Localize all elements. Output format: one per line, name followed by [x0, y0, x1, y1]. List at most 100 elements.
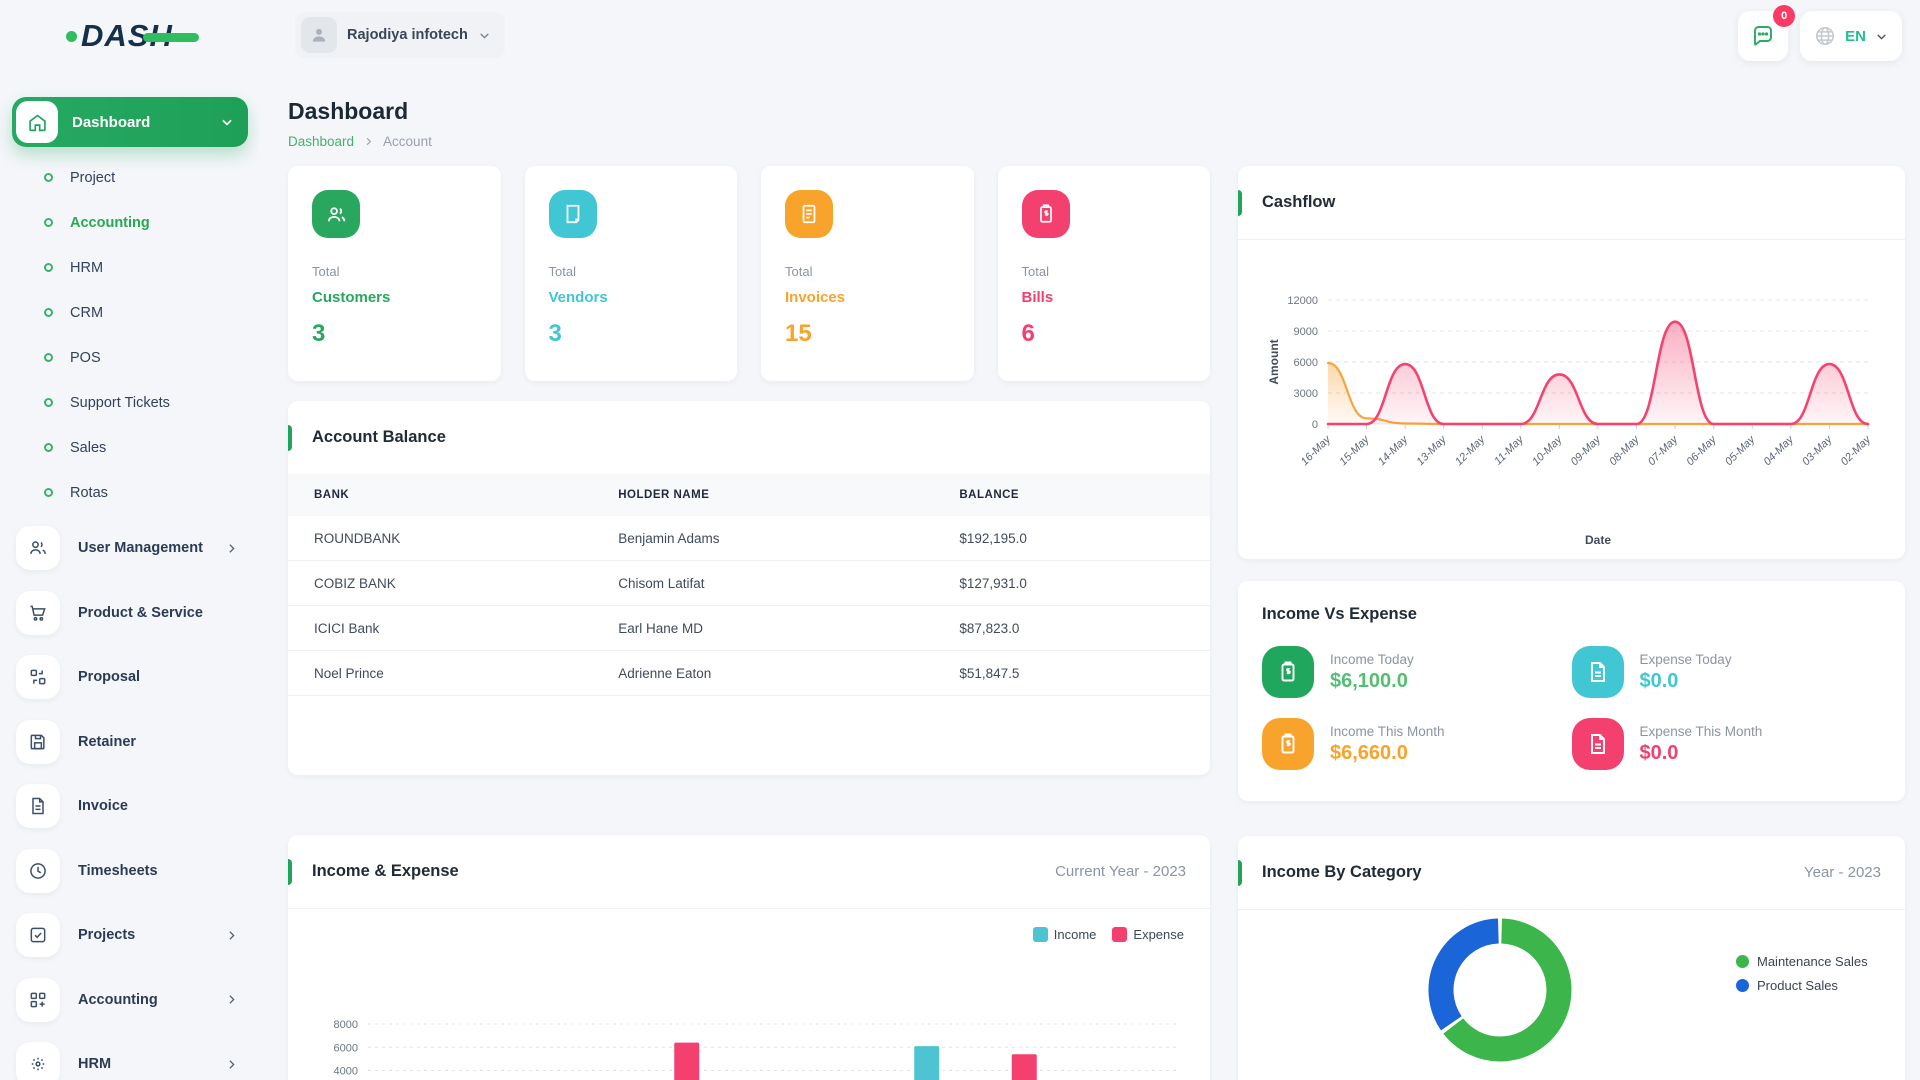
sidebar-item-projects[interactable]: Projects	[12, 908, 248, 962]
cell-holder: Chisom Latifat	[592, 560, 934, 606]
sidebar-item-hrm[interactable]: HRM	[12, 1037, 248, 1080]
top-header: DASH Rajodiya infotech 0 EN	[0, 0, 1920, 72]
summary-label: Income Today	[1330, 651, 1414, 667]
main-content: Dashboard Dashboard Account Total Custom…	[260, 72, 1920, 1080]
cell-holder: Earl Hane MD	[592, 605, 934, 651]
bills-icon	[1021, 190, 1070, 238]
legend-swatch	[1032, 927, 1048, 942]
income-expense-panel: Income & Expense Current Year - 2023 Inc…	[288, 835, 1210, 1080]
sidebar-subitem-project[interactable]: Project	[12, 155, 248, 200]
table-row: COBIZ BANK Chisom Latifat $127,931.0	[288, 560, 1210, 606]
sidebar-item-dashboard[interactable]: Dashboard	[12, 97, 248, 147]
svg-text:09-May: 09-May	[1569, 433, 1604, 468]
cell-bank: Noel Prince	[288, 650, 593, 696]
sidebar-subitem-support-tickets[interactable]: Support Tickets	[12, 380, 248, 425]
panel-title: Income & Expense	[312, 862, 459, 880]
page-title: Dashboard	[288, 98, 409, 124]
cashflow-panel: Cashflow 0 3000 6000 9000 12000 16-May 15-May 1…	[1238, 166, 1905, 559]
stat-prefix: Total	[1021, 264, 1049, 279]
stat-label: Vendors	[548, 289, 608, 306]
chevron-right-icon	[229, 1059, 235, 1069]
sidebar-main-menu: User Management Product & Service Propos…	[12, 521, 248, 1080]
clock-icon	[16, 848, 60, 893]
svg-text:0: 0	[1312, 419, 1318, 431]
panel-subtitle: Year - 2023	[1803, 864, 1881, 881]
breadcrumb: Dashboard Account	[288, 134, 1905, 149]
stat-value: 3	[312, 320, 326, 347]
svg-text:12-May: 12-May	[1453, 433, 1488, 468]
sidebar-subitem-hrm[interactable]: HRM	[12, 245, 248, 290]
messages-button[interactable]: 0	[1738, 5, 1796, 61]
svg-text:02-May: 02-May	[1839, 433, 1874, 468]
vendors-icon	[548, 190, 597, 238]
sidebar-item-product-service[interactable]: Product & Service	[12, 586, 248, 640]
sidebar-item-user-management[interactable]: User Management	[12, 521, 248, 575]
chevron-right-icon	[229, 930, 235, 940]
cell-balance: $87,823.0	[933, 605, 1210, 651]
sidebar-item-invoice[interactable]: Invoice	[12, 779, 248, 833]
company-avatar	[301, 17, 337, 53]
invoice-icon	[16, 784, 60, 828]
legend-dot	[1736, 979, 1749, 992]
summary-value: $0.0	[1639, 669, 1679, 692]
svg-text:15-May: 15-May	[1337, 433, 1372, 468]
cell-balance: $192,195.0	[933, 516, 1210, 561]
stat-card-bills: Total Bills 6	[997, 166, 1210, 381]
bullet-icon	[44, 488, 53, 497]
logo-dash-bar	[142, 33, 199, 42]
stat-label: Bills	[1021, 289, 1054, 306]
language-selector[interactable]: EN	[1800, 11, 1902, 61]
chat-bubble-icon	[1754, 26, 1773, 46]
users-icon	[16, 526, 60, 570]
bullet-icon	[44, 353, 53, 362]
svg-text:8000: 8000	[334, 1019, 358, 1031]
svg-text:Date: Date	[1585, 533, 1611, 547]
company-selector[interactable]: Rajodiya infotech	[295, 12, 505, 58]
breadcrumb-dashboard-link[interactable]: Dashboard	[288, 134, 355, 149]
svg-text:04-May: 04-May	[1762, 433, 1797, 468]
expense-doc-icon	[1571, 718, 1624, 770]
home-icon	[16, 101, 58, 143]
svg-text:03-May: 03-May	[1800, 433, 1835, 468]
svg-text:10-May: 10-May	[1530, 433, 1565, 468]
sidebar-subitem-pos[interactable]: POS	[12, 335, 248, 380]
chevron-down-icon	[480, 32, 489, 39]
svg-text:4000: 4000	[334, 1066, 358, 1078]
logo-text: DASH	[81, 18, 199, 54]
summary-label: Expense Today	[1639, 651, 1732, 667]
chart-legend: Income Expense	[1032, 927, 1184, 942]
stat-prefix: Total	[548, 264, 576, 279]
sidebar-subitem-crm[interactable]: CRM	[12, 290, 248, 335]
app-logo[interactable]: DASH	[66, 18, 199, 54]
svg-text:16-May: 16-May	[1299, 433, 1334, 468]
stat-prefix: Total	[785, 264, 813, 279]
stat-card-customers: Total Customers 3	[288, 166, 501, 381]
summary-income-today: Income Today $6,100.0	[1262, 646, 1572, 698]
sidebar-item-label: Dashboard	[72, 113, 151, 131]
panel-subtitle: Current Year - 2023	[1055, 863, 1186, 880]
svg-text:11-May: 11-May	[1492, 433, 1527, 468]
stat-value: 3	[548, 320, 562, 347]
table-header-row: BANK HOLDER NAME BALANCE	[288, 474, 1210, 516]
svg-text:3000: 3000	[1294, 388, 1318, 400]
company-name: Rajodiya infotech	[347, 27, 468, 43]
sidebar-item-accounting[interactable]: Accounting	[12, 973, 248, 1027]
summary-expense-today: Expense Today $0.0	[1571, 646, 1882, 698]
cell-balance: $127,931.0	[933, 560, 1210, 606]
sidebar-subitem-accounting[interactable]: Accounting	[12, 200, 248, 245]
stat-card-invoices: Total Invoices 15	[761, 166, 974, 381]
svg-text:12000: 12000	[1287, 295, 1318, 307]
bullet-icon	[44, 263, 53, 272]
svg-text:07-May: 07-May	[1646, 433, 1681, 468]
sidebar-subitem-rotas[interactable]: Rotas	[12, 470, 248, 515]
check-square-icon	[16, 913, 60, 957]
sidebar-item-proposal[interactable]: Proposal	[12, 650, 248, 704]
messages-badge: 0	[1773, 5, 1796, 27]
cashflow-area-chart: 0 3000 6000 9000 12000 16-May 15-May 14-May 13-M…	[1267, 295, 1874, 547]
stat-prefix: Total	[312, 264, 340, 279]
bullet-icon	[44, 218, 53, 227]
sidebar-item-timesheets[interactable]: Timesheets	[12, 844, 248, 898]
sidebar-item-retainer[interactable]: Retainer	[12, 715, 248, 769]
sidebar-subitem-sales[interactable]: Sales	[12, 425, 248, 470]
svg-text:Amount: Amount	[1267, 339, 1281, 384]
